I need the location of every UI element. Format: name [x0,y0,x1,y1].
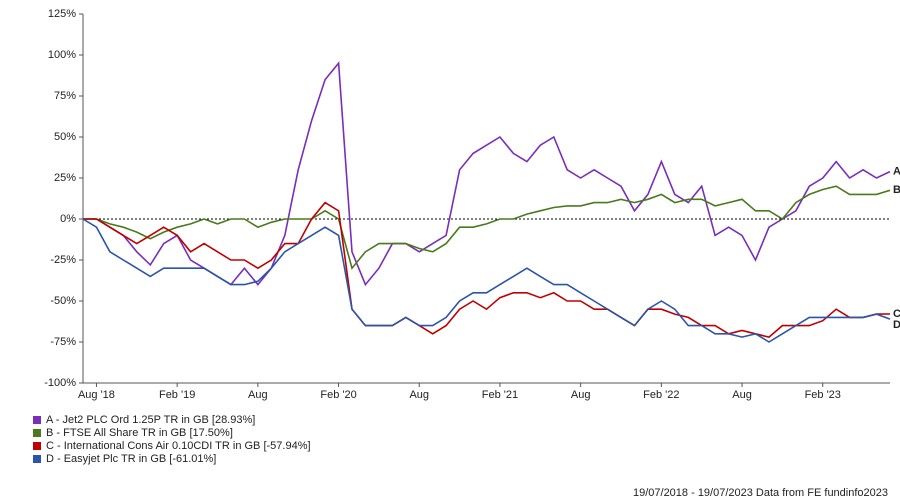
y-tick-label: 0% [60,213,76,225]
y-tick-label: 75% [54,90,76,102]
y-tick-label: 25% [54,172,76,184]
y-tick-label: -100% [44,377,76,389]
x-tick-label: Aug [571,389,591,401]
legend-label: C - International Cons Air 0.10CDI TR in… [46,440,311,452]
x-tick-label: Feb '22 [643,389,679,401]
legend-swatch [33,455,41,463]
x-tick-label: Feb '20 [320,389,356,401]
end-label: B [893,184,900,196]
legend-label: D - Easyjet Plc TR in GB [-61.01%] [46,453,216,465]
x-tick-label: Aug [409,389,429,401]
y-tick-label: 100% [48,49,76,61]
y-tick-label: -50% [50,295,76,307]
y-tick-label: -75% [50,336,76,348]
legend-label: A - Jet2 PLC Ord 1.25P TR in GB [28.93%] [46,414,255,426]
end-label: A [893,165,900,177]
end-label: D [893,319,900,331]
x-tick-label: Feb '19 [159,389,195,401]
x-tick-label: Aug [732,389,752,401]
series-line [83,201,891,338]
series-line [83,185,891,270]
legend-label: B - FTSE All Share TR in GB [17.50%] [46,427,233,439]
legend-swatch [33,416,41,424]
y-tick-label: 125% [48,8,76,20]
x-tick-label: Feb '21 [482,389,518,401]
footer: 19/07/2018 - 19/07/2023 Data from FE fun… [633,487,888,499]
x-tick-label: Aug [248,389,268,401]
legend-swatch [33,442,41,450]
series-line [83,61,891,287]
y-tick-label: 50% [54,131,76,143]
y-tick-label: -25% [50,254,76,266]
series-line [82,218,891,343]
x-tick-label: Aug '18 [78,389,115,401]
end-label: C [893,308,900,320]
legend-swatch [33,429,41,437]
x-tick-label: Feb '23 [805,389,841,401]
